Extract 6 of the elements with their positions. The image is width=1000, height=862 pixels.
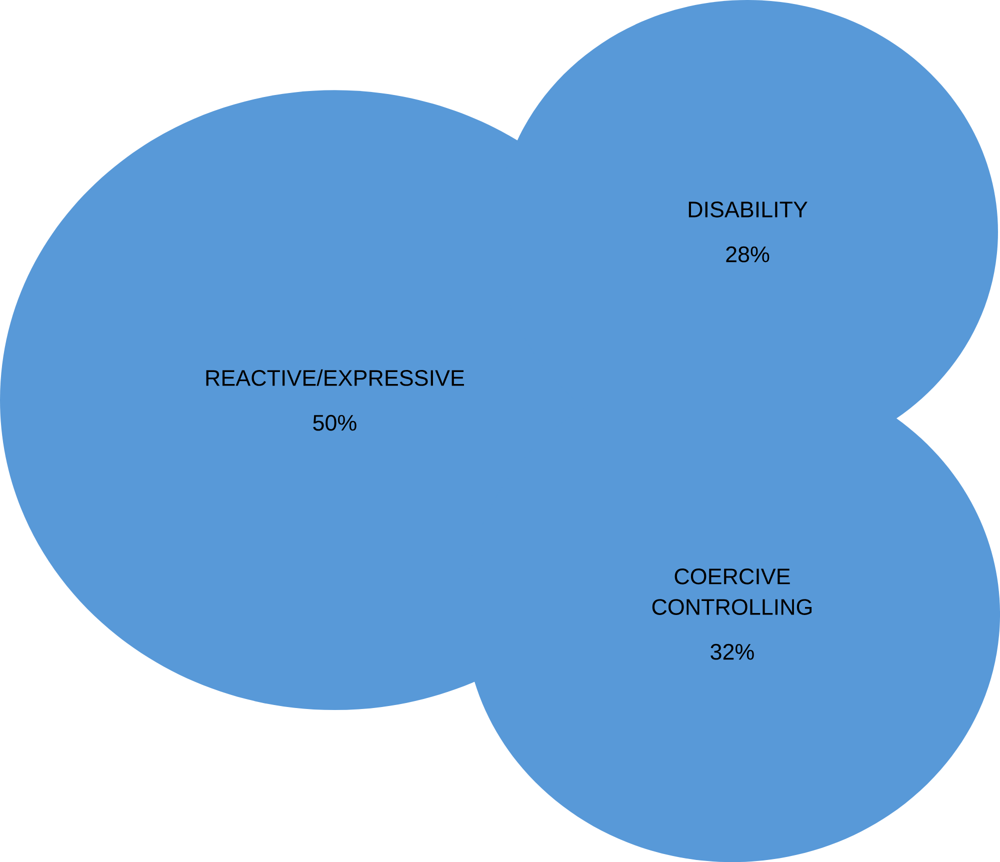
category-label: REACTIVE/EXPRESSIVE xyxy=(206,369,464,386)
data-label: 28% xyxy=(726,246,770,262)
data-label: 32% xyxy=(710,644,754,660)
category-label: DISABILITY xyxy=(688,202,808,218)
category-label: COERCIVE CONTROLLING xyxy=(652,568,812,615)
data-label: 50% xyxy=(313,414,356,431)
